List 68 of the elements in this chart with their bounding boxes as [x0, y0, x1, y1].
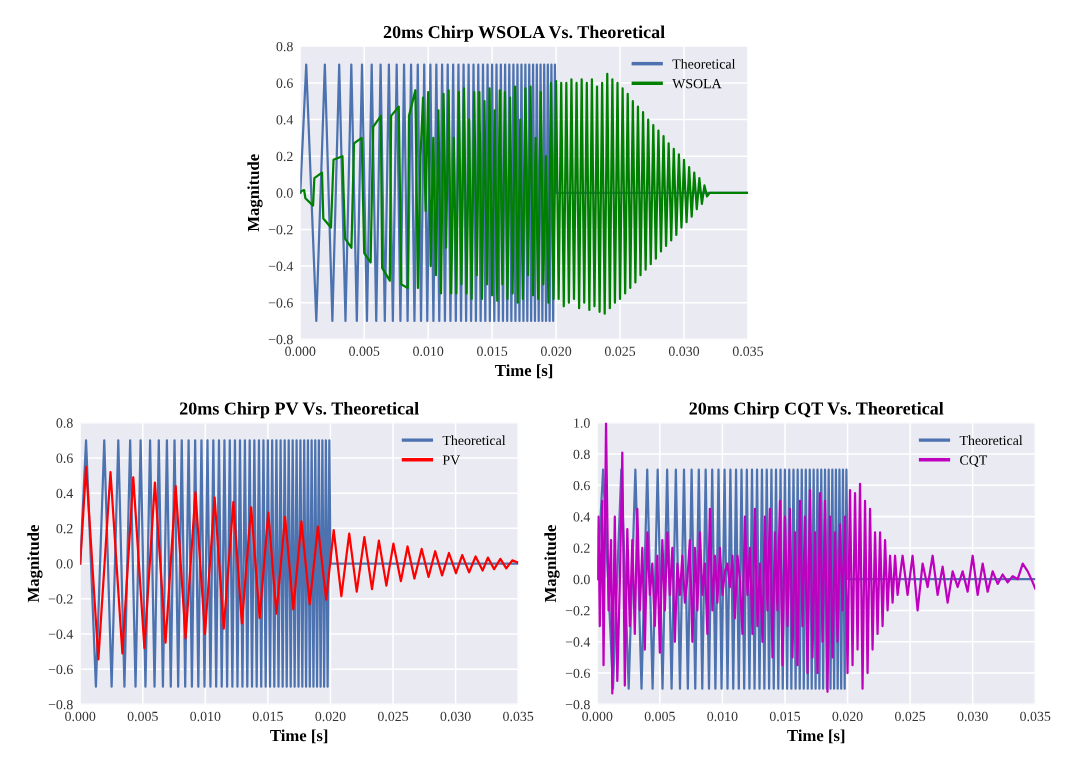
line-series [80, 465, 519, 661]
x-tick-label: 0.020 [541, 346, 572, 357]
chart-title: 20ms Chirp PV Vs. Theoretical [179, 401, 419, 419]
x-tick-label: 0.035 [732, 346, 764, 357]
y-tick-label: 0.4 [573, 512, 591, 522]
y-tick-label: 0.8 [573, 449, 590, 460]
x-tick-label: 0.030 [440, 711, 471, 722]
y-tick-label: 0.4 [276, 115, 294, 125]
x-tick-label: 0.015 [769, 711, 801, 722]
y-axis-title: Magnitude [247, 154, 263, 232]
y-tick-label: 0.0 [573, 574, 590, 585]
y-tick-label: 0.8 [56, 418, 73, 428]
y-tick-label: −0.2 [268, 224, 293, 235]
y-axis-title: Magnitude [27, 525, 43, 603]
x-tick-label: 0.025 [604, 346, 636, 357]
x-tick-label: 0.010 [413, 346, 444, 357]
x-tick-label: 0.015 [252, 711, 283, 722]
y-tick-label: 0.2 [573, 543, 590, 553]
x-axis-title: Time [s] [495, 364, 553, 379]
y-tick-label: −0.8 [48, 699, 73, 710]
x-tick-label: 0.020 [315, 711, 346, 722]
x-tick-label: 0.030 [668, 346, 700, 357]
y-tick-label: 0.6 [573, 480, 590, 491]
y-tick-label: −0.4 [48, 629, 74, 639]
x-tick-label: 0.035 [1020, 711, 1051, 722]
x-tick-label: 0.035 [503, 711, 534, 722]
chart-title: 20ms Chirp WSOLA Vs. Theoretical [383, 25, 665, 42]
x-tick-label: 0.030 [957, 711, 988, 722]
y-tick-label: −0.2 [565, 606, 590, 616]
x-tick-label: 0.010 [190, 711, 221, 722]
x-tick-label: 0.000 [582, 711, 613, 722]
y-tick-label: −0.4 [565, 637, 591, 647]
y-tick-label: 1.0 [574, 418, 590, 428]
x-tick-label: 0.010 [707, 711, 738, 722]
y-axis-title: Magnitude [544, 525, 560, 603]
y-tick-label: −0.8 [268, 334, 293, 345]
legend-label: Theoretical [442, 435, 506, 446]
y-tick-label: −0.4 [268, 261, 294, 272]
y-tick-label: 0.8 [276, 41, 293, 52]
y-tick-label: 0.6 [276, 78, 293, 88]
y-tick-label: 0.2 [56, 523, 73, 534]
y-tick-label: −0.6 [565, 668, 590, 679]
legend-label: Theoretical [672, 58, 736, 69]
chart-title: 20ms Chirp CQT Vs. Theoretical [689, 401, 944, 419]
y-tick-label: −0.6 [48, 664, 73, 675]
x-tick-label: 0.025 [377, 711, 409, 722]
y-tick-label: −0.2 [48, 594, 73, 604]
x-axis-title: Time [s] [787, 729, 845, 744]
x-tick-label: 0.025 [895, 711, 926, 722]
legend-label: CQT [960, 455, 988, 467]
y-tick-label: 0.0 [276, 188, 293, 198]
legend-label: PV [442, 455, 461, 465]
y-tick-label: 0.2 [276, 151, 293, 162]
x-tick-label: 0.020 [832, 711, 863, 722]
y-tick-label: −0.8 [565, 699, 590, 710]
x-tick-label: 0.005 [349, 346, 380, 357]
x-axis-title: Time [s] [270, 729, 328, 744]
x-tick-label: 0.000 [65, 711, 96, 722]
y-tick-label: 0.6 [56, 453, 73, 463]
legend-label: Theoretical [959, 435, 1023, 446]
x-tick-label: 0.005 [644, 711, 675, 722]
y-tick-label: 0.4 [56, 488, 74, 499]
x-tick-label: 0.000 [285, 346, 316, 357]
x-tick-label: 0.005 [127, 711, 158, 722]
legend-label: WSOLA [672, 78, 722, 89]
x-tick-label: 0.015 [477, 346, 508, 357]
y-tick-label: −0.6 [268, 298, 293, 308]
y-tick-label: 0.0 [56, 559, 73, 569]
